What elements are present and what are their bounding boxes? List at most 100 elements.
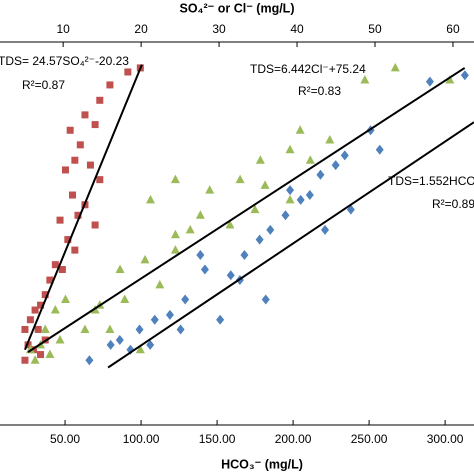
diamond-point — [425, 76, 434, 87]
triangle-point — [170, 245, 180, 254]
annotation: TDS=1.552HCO — [388, 174, 474, 188]
diamond-point — [135, 324, 144, 335]
diamond-point — [255, 234, 264, 245]
square-point — [106, 81, 114, 89]
bottom-axis-title: HCO₃⁻ (mg/L) — [221, 457, 303, 471]
square-point — [21, 325, 29, 333]
triangle-point — [360, 75, 370, 84]
diamond-point — [85, 355, 94, 366]
annotation: R²=0.89 — [432, 197, 474, 211]
triangle-point — [50, 305, 60, 314]
top-tick-label: 30 — [212, 22, 226, 36]
diamond-point — [106, 339, 115, 350]
square-point — [37, 351, 45, 359]
triangle-point — [40, 324, 50, 333]
triangle-point — [60, 294, 70, 303]
triangle-point — [260, 180, 270, 189]
bottom-tick-label: 100.00 — [123, 432, 160, 446]
annotation: TDS=6.442Cl⁻+75.24 — [250, 62, 366, 76]
diamond-point — [286, 185, 295, 196]
bottom-tick-label: 150.00 — [199, 432, 236, 446]
triangle-point — [445, 75, 455, 84]
diamond-point — [115, 334, 124, 345]
square-point — [21, 356, 29, 364]
diamond-point — [240, 249, 249, 260]
square-point — [37, 301, 45, 309]
diamond-point — [261, 294, 270, 305]
diamond-point — [226, 270, 235, 281]
triangle-point — [285, 194, 295, 204]
square-point — [91, 221, 99, 229]
diamond-point — [331, 160, 340, 171]
triangle-point — [390, 62, 400, 72]
annotation: TDS= 24.57SO₄²⁻-20.23 — [0, 54, 129, 68]
diamond-point — [375, 144, 384, 155]
triangle-point — [325, 134, 335, 144]
triangle-point — [225, 219, 235, 229]
triangle-point — [255, 155, 265, 164]
top-tick-label: 10 — [56, 22, 70, 36]
triangle-point — [45, 349, 55, 359]
bottom-tick-label: 50.00 — [50, 432, 80, 446]
square-point — [69, 191, 77, 199]
diamond-point — [165, 309, 174, 320]
diamond-point — [316, 169, 325, 180]
annotation: R²=0.83 — [298, 84, 341, 98]
triangle-point — [145, 194, 155, 204]
square-point — [96, 176, 104, 184]
square-point — [61, 166, 69, 174]
diamond-point — [200, 264, 209, 275]
diamond-point — [176, 324, 185, 335]
triangle-point — [170, 229, 180, 239]
triangle-point — [250, 204, 260, 214]
diamond-point — [296, 194, 305, 205]
bottom-tick-label: 300.00 — [427, 432, 464, 446]
diamond-point — [196, 249, 205, 260]
diamond-point — [181, 294, 190, 305]
top-axis-title: SO₄²⁻ or Cl⁻ (mg/L) — [180, 1, 295, 15]
square-point — [71, 246, 79, 254]
triangle-point — [155, 279, 165, 289]
square-point — [31, 306, 39, 314]
square-point — [58, 266, 66, 274]
triangle-point — [115, 264, 125, 274]
triangle-point — [295, 125, 305, 134]
bottom-tick-label: 200.00 — [275, 432, 312, 446]
square-point — [86, 161, 94, 169]
square-point — [66, 126, 74, 134]
triangle-point — [55, 334, 65, 344]
diamond-point — [150, 314, 159, 325]
square-point — [96, 96, 104, 104]
diamond-point — [321, 224, 330, 235]
square-point — [46, 276, 54, 284]
square-point — [41, 291, 49, 299]
triangle-point — [140, 254, 150, 264]
square-point — [74, 211, 82, 219]
square-point — [91, 121, 99, 129]
triangle-point — [80, 324, 90, 333]
triangle-point — [105, 324, 115, 333]
top-tick-label: 20 — [134, 22, 148, 36]
triangle-point — [285, 144, 295, 154]
regression-line — [24, 64, 143, 351]
regression-line — [27, 67, 466, 353]
annotation: R²=0.87 — [22, 78, 65, 92]
triangle-point — [170, 174, 180, 184]
regression-line — [107, 121, 474, 369]
triangle-point — [120, 294, 130, 303]
square-point — [64, 236, 72, 244]
square-point — [124, 68, 132, 76]
diamond-point — [266, 224, 275, 235]
triangle-point — [235, 174, 245, 184]
diamond-point — [460, 70, 469, 81]
top-tick-label: 60 — [446, 22, 460, 36]
bottom-tick-label: 250.00 — [351, 432, 388, 446]
square-point — [76, 141, 84, 149]
triangle-point — [135, 344, 145, 354]
triangle-point — [185, 224, 195, 234]
triangle-point — [305, 155, 315, 164]
square-point — [26, 316, 34, 324]
diamond-point — [340, 150, 349, 161]
triangle-point — [30, 355, 40, 364]
